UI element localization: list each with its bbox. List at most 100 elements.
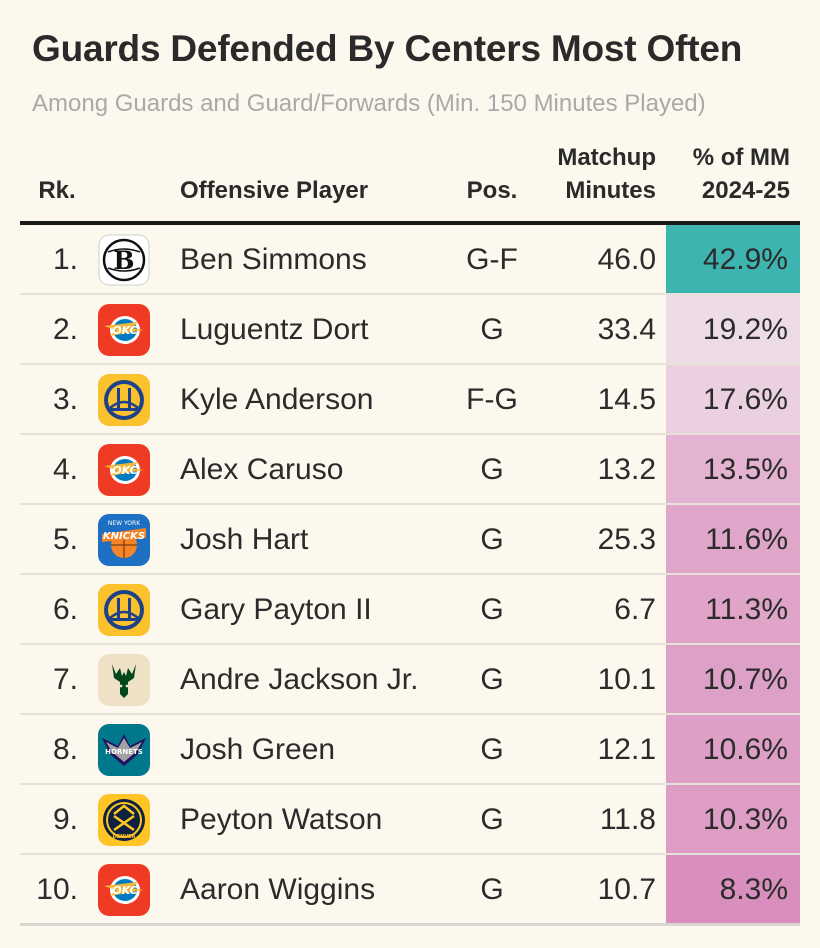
table-bottom-divider [20,923,800,926]
pct-of-mm-cell: 8.3% [666,855,800,925]
matchup-minutes-cell: 6.7 [614,593,656,626]
row-divider [20,853,800,855]
player-name-cell: Gary Payton II [180,593,372,626]
bucks-logo-icon [98,654,150,706]
pct-of-mm-cell: 10.6% [666,715,800,785]
svg-text:OKC: OKC [112,884,137,897]
header-pct: % of MM 2024-25 [668,141,790,207]
player-name-cell: Alex Caruso [180,453,344,486]
rank-cell: 2. [52,313,78,346]
nuggets-logo-icon: DENVER [98,794,150,846]
chart-subtitle: Among Guards and Guard/Forwards (Min. 15… [32,90,706,117]
svg-text:OKC: OKC [112,464,137,477]
pct-of-mm-cell: 13.5% [666,435,800,505]
matchup-minutes-cell: 33.4 [597,313,656,346]
matchup-minutes-cell: 11.8 [599,803,656,836]
warriors-logo-icon [98,584,150,636]
row-divider [20,643,800,645]
player-name-cell: Ben Simmons [180,243,367,276]
row-divider [20,363,800,365]
table-row: 7. Andre Jackson Jr. G 10.1 10.7% [20,645,800,715]
nets-logo-icon: B [98,234,150,286]
player-name-cell: Andre Jackson Jr. [180,663,419,696]
header-player: Offensive Player [180,177,369,204]
table-row: 10. OKC Aaron Wiggins G 10.7 8.3% [20,855,800,925]
header-pct-line1: % of MM [692,144,790,171]
thunder-logo-icon: OKC [98,304,150,356]
player-name-cell: Kyle Anderson [180,383,374,416]
thunder-logo-icon: OKC [98,864,150,916]
table-row: 2. OKC Luguentz Dort G 33.4 19.2% [20,295,800,365]
row-divider [20,433,800,435]
rank-cell: 8. [52,733,78,766]
rank-cell: 7. [52,663,78,696]
pct-of-mm-cell: 10.7% [666,645,800,715]
rank-cell: 1. [52,243,78,276]
hornets-logo-icon: HORNETS [98,724,150,776]
rank-cell: 6. [52,593,78,626]
knicks-logo-icon: KNICKS NEW YORK [98,514,150,566]
matchup-minutes-cell: 46.0 [597,243,656,276]
pct-of-mm-cell: 42.9% [666,225,800,295]
table-row: 3. Kyle Anderson F-G 14.5 17.6% [20,365,800,435]
table-row: 6. Gary Payton II G 6.7 11.3% [20,575,800,645]
matchup-minutes-cell: 10.1 [597,663,656,696]
table-row: 4. OKC Alex Caruso G 13.2 13.5% [20,435,800,505]
position-cell: F-G [466,383,518,416]
position-cell: G [480,593,504,626]
header-minutes-line2: Minutes [565,177,656,204]
player-name-cell: Josh Green [180,733,336,766]
row-divider [20,293,800,295]
rank-cell: 10. [36,873,78,906]
header-pos: Pos. [466,177,518,204]
player-name-cell: Josh Hart [180,523,309,556]
header-pct-line2: 2024-25 [701,177,790,204]
pct-of-mm-cell: 11.6% [666,505,800,575]
chart-title: Guards Defended By Centers Most Often [32,28,743,69]
rank-cell: 4. [52,453,78,486]
svg-text:KNICKS: KNICKS [103,531,145,542]
pct-of-mm-cell: 19.2% [666,295,800,365]
position-cell: G [480,523,504,556]
player-name-cell: Aaron Wiggins [180,873,376,906]
row-divider [20,713,800,715]
row-divider [20,503,800,505]
matchup-minutes-cell: 14.5 [597,383,656,416]
matchup-minutes-cell: 10.7 [597,873,656,906]
position-cell: G [480,313,504,346]
table-row: 9. DENVER Peyton Watson G 11.8 10.3% [20,785,800,855]
thunder-logo-icon: OKC [98,444,150,496]
player-name-cell: Peyton Watson [180,803,383,836]
position-cell: G [480,803,504,836]
position-cell: G [480,873,504,906]
matchup-minutes-cell: 13.2 [597,453,656,486]
position-cell: G [480,663,504,696]
table-row: 8. HORNETS Josh Green G 12.1 10.6% [20,715,800,785]
position-cell: G [480,453,504,486]
svg-text:B: B [113,246,134,275]
header-rank: Rk. [38,177,76,204]
rank-cell: 5. [52,523,78,556]
pct-of-mm-cell: 10.3% [666,785,800,855]
header-minutes-line1: Matchup [557,144,656,171]
header-divider [20,221,800,225]
svg-text:HORNETS: HORNETS [105,748,143,756]
player-name-cell: Luguentz Dort [180,313,369,346]
svg-text:DENVER: DENVER [113,834,136,840]
position-cell: G-F [466,243,518,276]
row-divider [20,783,800,785]
svg-text:OKC: OKC [112,324,137,337]
row-divider [20,573,800,575]
pct-of-mm-cell: 11.3% [666,575,800,645]
rank-cell: 9. [52,803,78,836]
matchup-minutes-cell: 25.3 [597,523,656,556]
warriors-logo-icon [98,374,150,426]
position-cell: G [480,733,504,766]
svg-text:NEW YORK: NEW YORK [108,520,141,527]
pct-of-mm-cell: 17.6% [666,365,800,435]
matchup-minutes-cell: 12.1 [597,733,656,766]
table-row: 1. B Ben Simmons G-F 46.0 42.9% [20,225,800,295]
rank-cell: 3. [52,383,78,416]
header-minutes: Matchup Minutes [540,141,656,207]
